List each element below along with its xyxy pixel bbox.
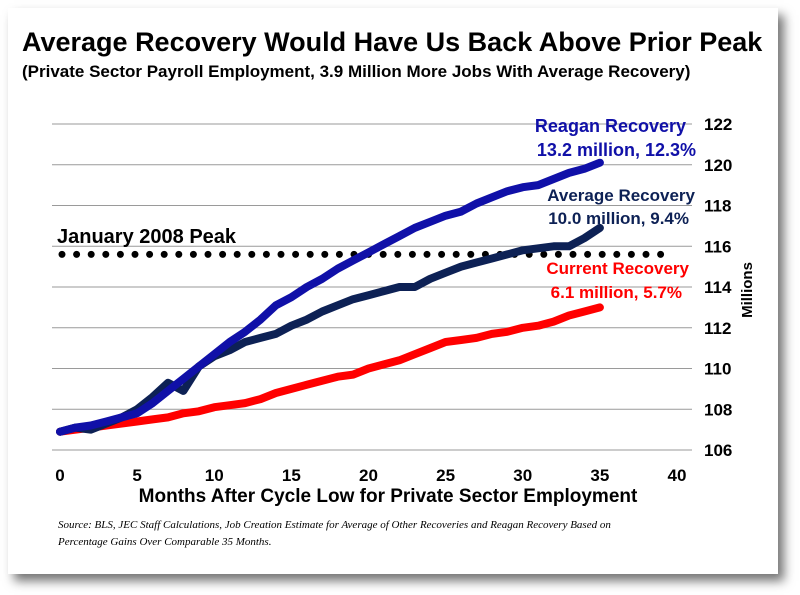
reagan-recovery-value: 13.2 million, 12.3% <box>537 140 696 160</box>
y-tick-106: 106 <box>704 441 732 460</box>
source-note-line1: Source: BLS, JEC Staff Calculations, Job… <box>58 519 611 531</box>
x-tick-10: 10 <box>205 466 224 485</box>
x-tick-40: 40 <box>668 466 687 485</box>
x-tick-20: 20 <box>359 466 378 485</box>
average-recovery-label: Average Recovery <box>547 186 695 205</box>
current-recovery-line <box>56 303 604 436</box>
y-tick-118: 118 <box>704 197 731 216</box>
january-2008-peak-label: January 2008 Peak <box>57 226 237 248</box>
x-tick-0: 0 <box>55 466 64 485</box>
y-tick-108: 108 <box>704 400 732 419</box>
y-tick-122: 122 <box>704 115 732 134</box>
y-tick-116: 116 <box>704 237 731 256</box>
x-tick-35: 35 <box>590 466 609 485</box>
chart-subtitle: (Private Sector Payroll Employment, 3.9 … <box>22 62 690 81</box>
x-tick-25: 25 <box>436 466 455 485</box>
x-tick-labels: 0 5 10 15 20 25 30 35 40 <box>55 466 686 485</box>
x-tick-5: 5 <box>132 466 141 485</box>
current-recovery-value: 6.1 million, 5.7% <box>551 283 682 302</box>
x-axis-label: Months After Cycle Low for Private Secto… <box>139 486 638 507</box>
series-lines <box>56 158 604 436</box>
y-tick-112: 112 <box>704 319 731 338</box>
reagan-recovery-line <box>56 158 604 436</box>
x-tick-15: 15 <box>282 466 301 485</box>
y-tick-labels: 106 108 110 112 114 116 118 120 122 <box>704 115 732 460</box>
average-recovery-value: 10.0 million, 9.4% <box>548 209 689 228</box>
y-tick-114: 114 <box>704 278 732 297</box>
source-note-line2: Percentage Gains Over Comparable 35 Mont… <box>57 536 271 548</box>
y-tick-110: 110 <box>704 360 731 379</box>
current-recovery-label: Current Recovery <box>546 259 689 278</box>
y-axis-label: Millions <box>739 262 756 318</box>
reagan-recovery-label: Reagan Recovery <box>535 116 686 136</box>
x-tick-30: 30 <box>513 466 532 485</box>
average-recovery-line <box>56 223 604 436</box>
y-tick-120: 120 <box>704 156 732 175</box>
chart-title: Average Recovery Would Have Us Back Abov… <box>22 27 763 57</box>
